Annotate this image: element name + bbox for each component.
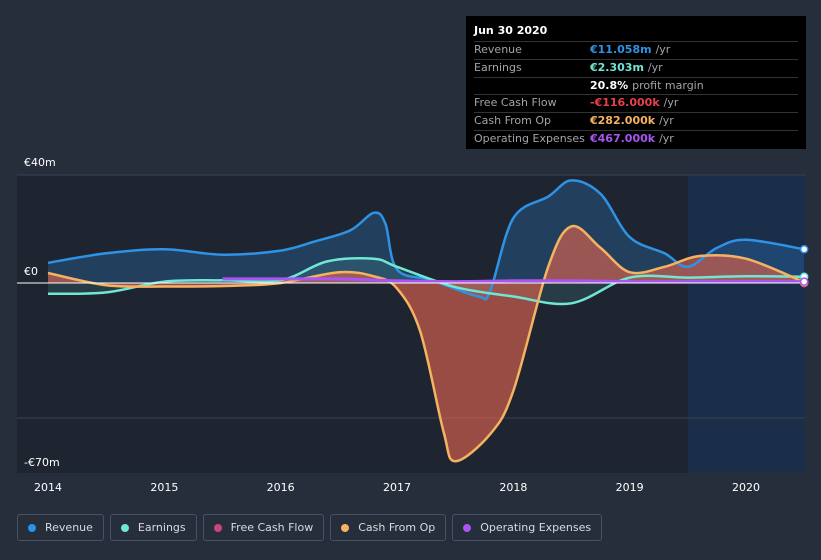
tooltip-unit: /yr	[647, 60, 663, 74]
plot-background	[17, 175, 805, 473]
series-line-cash-from-op	[47, 224, 805, 463]
series-endpoints	[799, 245, 809, 288]
tooltip-value: 20.8%	[590, 78, 629, 92]
legend-label: Cash From Op	[358, 521, 436, 534]
forecast-region	[687, 175, 805, 473]
tooltip-row: Earnings €2.303m/yr	[474, 60, 798, 78]
tooltip-unit: /yr	[659, 131, 674, 145]
x-tick-label: 2019	[616, 481, 644, 494]
legend-label: Operating Expenses	[480, 521, 592, 534]
series-line-earnings	[47, 256, 805, 306]
tooltip-label: Earnings	[474, 60, 522, 74]
x-tick-label: 2018	[499, 481, 527, 494]
tooltip-label: Operating Expenses	[474, 131, 585, 145]
series-lines	[47, 179, 805, 463]
legend-item[interactable]: Operating Expenses	[452, 514, 603, 541]
tooltip-row: Operating Expenses €467.000k/yr	[474, 131, 798, 148]
tooltip-row: 20.8% profit margin	[474, 78, 798, 96]
tooltip-label	[474, 78, 590, 95]
grid-lines	[17, 174, 805, 419]
series-line-revenue	[47, 179, 805, 301]
y-axis-bottom-label: -€70m	[24, 456, 60, 469]
tooltip-row: Cash From Op €282.000k/yr	[474, 113, 798, 131]
series-line-operating-expenses	[222, 277, 805, 284]
x-tick-label: 2016	[267, 481, 295, 494]
tooltip-value: €282.000k	[590, 114, 656, 128]
tooltip-unit: /yr	[659, 114, 674, 128]
x-tick-label: 2015	[150, 481, 178, 494]
legend-label: Revenue	[45, 521, 93, 534]
legend-dot-icon	[463, 523, 472, 532]
legend-label: Earnings	[137, 521, 186, 534]
tooltip-label: Cash From Op	[474, 114, 552, 128]
x-tick-label: 2017	[383, 481, 411, 494]
series-endpoint-operating-expenses	[799, 277, 809, 286]
legend-label: Free Cash Flow	[230, 521, 314, 534]
legend-item[interactable]: Earnings	[109, 514, 197, 541]
tooltip-label: Free Cash Flow	[474, 96, 557, 110]
legend: Revenue Earnings Free Cash Flow Cash From O…	[17, 514, 603, 541]
tooltip-row: Free Cash Flow -€116.000k/yr	[474, 95, 798, 114]
x-tick-label: 2020	[732, 481, 760, 494]
tooltip-value: €11.058m	[590, 43, 652, 56]
legend-dot-icon	[341, 523, 350, 532]
legend-dot-icon	[213, 523, 222, 532]
tooltip-value: -€116.000k	[590, 96, 660, 110]
tooltip-unit: profit margin	[632, 78, 704, 92]
legend-item[interactable]: Cash From Op	[330, 514, 447, 541]
legend-item[interactable]: Revenue	[17, 514, 104, 541]
tooltip-value: €467.000k	[590, 131, 656, 145]
y-axis-top-label: €40m	[24, 156, 56, 169]
legend-dot-icon	[28, 523, 36, 532]
tooltip-value: €2.303m	[590, 60, 644, 74]
legend-item[interactable]: Free Cash Flow	[202, 514, 325, 541]
tooltip-unit: /yr	[655, 43, 671, 56]
data-tooltip: Jun 30 2020 Revenue €11.058m/yr Earnings €2…	[466, 16, 806, 149]
series-endpoint-revenue	[799, 245, 809, 254]
legend-dot-icon	[120, 523, 129, 532]
x-tick-label: 2014	[34, 481, 62, 494]
y-axis-zero-label: €0	[24, 265, 38, 278]
x-axis-ticks: 2014 2015 2016 2017 2018 2019 2020	[34, 481, 760, 494]
tooltip-date: Jun 30 2020	[474, 22, 798, 42]
tooltip-label: Revenue	[474, 43, 522, 56]
chart: €40m €0 -€70m 2014 2015 2016 2017 2018 2019 20…	[17, 156, 809, 494]
tooltip-unit: /yr	[663, 96, 679, 110]
tooltip-row: Revenue €11.058m/yr	[474, 42, 798, 60]
